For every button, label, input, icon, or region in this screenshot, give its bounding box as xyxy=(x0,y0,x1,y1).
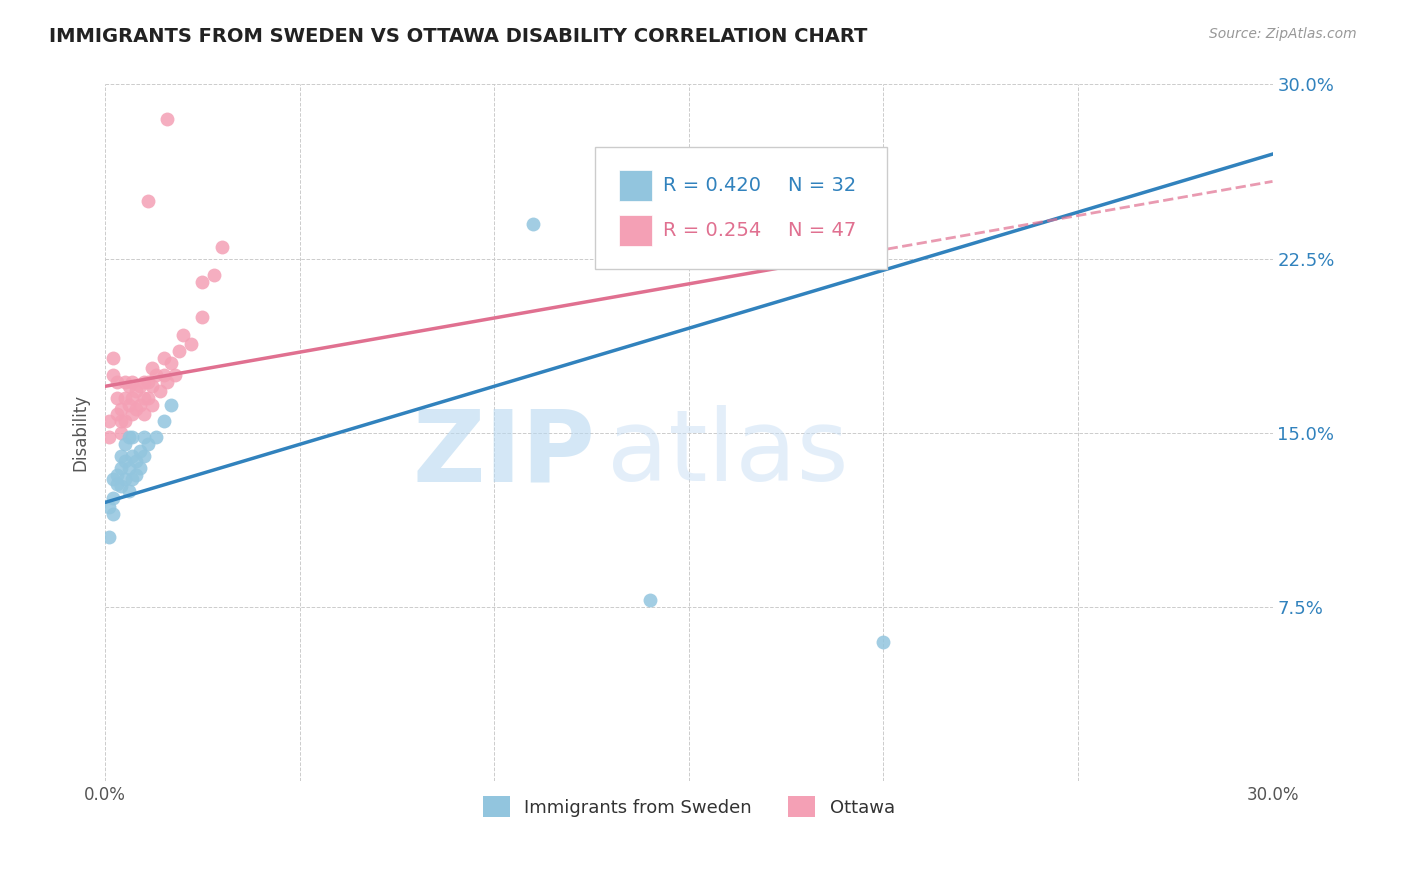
Point xyxy=(101,368,124,382)
Point xyxy=(105,375,128,389)
Point xyxy=(134,391,156,405)
Point xyxy=(110,402,132,417)
Point xyxy=(145,430,167,444)
Point xyxy=(125,384,148,398)
Point xyxy=(125,54,148,69)
Point xyxy=(114,472,136,486)
Point xyxy=(105,407,128,421)
Point xyxy=(172,328,194,343)
Legend: Immigrants from Sweden, Ottawa: Immigrants from Sweden, Ottawa xyxy=(475,789,903,824)
Point xyxy=(129,379,152,393)
Point xyxy=(129,444,152,458)
Point xyxy=(105,391,128,405)
Point xyxy=(522,217,544,231)
Point xyxy=(98,500,121,514)
Point xyxy=(125,402,148,417)
Point xyxy=(121,375,143,389)
Point xyxy=(117,398,139,412)
Point xyxy=(129,398,152,412)
FancyBboxPatch shape xyxy=(596,147,887,269)
Text: N = 47: N = 47 xyxy=(789,221,856,240)
Point xyxy=(156,112,179,127)
Point xyxy=(114,391,136,405)
Point xyxy=(191,310,214,324)
Point xyxy=(101,491,124,505)
Point xyxy=(98,430,121,444)
Point xyxy=(136,375,159,389)
Point xyxy=(110,479,132,493)
Point xyxy=(152,368,174,382)
Point xyxy=(98,414,121,428)
Point xyxy=(152,351,174,366)
Point xyxy=(152,414,174,428)
Point xyxy=(211,240,233,254)
Point xyxy=(136,391,159,405)
Point xyxy=(110,460,132,475)
Point xyxy=(134,407,156,421)
Point xyxy=(98,530,121,544)
Point xyxy=(121,472,143,486)
Point xyxy=(180,337,202,351)
Text: IMMIGRANTS FROM SWEDEN VS OTTAWA DISABILITY CORRELATION CHART: IMMIGRANTS FROM SWEDEN VS OTTAWA DISABIL… xyxy=(49,27,868,45)
FancyBboxPatch shape xyxy=(619,169,651,201)
Text: Source: ZipAtlas.com: Source: ZipAtlas.com xyxy=(1209,27,1357,41)
Point xyxy=(191,275,214,289)
Point xyxy=(114,375,136,389)
Point xyxy=(105,467,128,482)
Point xyxy=(121,449,143,463)
Point xyxy=(110,414,132,428)
Point xyxy=(117,430,139,444)
Point xyxy=(134,375,156,389)
Point xyxy=(125,453,148,467)
Point xyxy=(141,398,163,412)
Text: N = 32: N = 32 xyxy=(789,176,856,195)
Point xyxy=(149,384,172,398)
Point xyxy=(110,425,132,440)
Y-axis label: Disability: Disability xyxy=(72,394,89,471)
Point xyxy=(114,437,136,451)
Point xyxy=(117,483,139,498)
Point xyxy=(114,453,136,467)
Point xyxy=(167,344,190,359)
Point xyxy=(141,360,163,375)
Point xyxy=(160,356,183,370)
Point xyxy=(121,430,143,444)
Text: R = 0.420: R = 0.420 xyxy=(664,176,761,195)
Point xyxy=(136,437,159,451)
Point xyxy=(117,460,139,475)
Point xyxy=(145,368,167,382)
Point xyxy=(638,593,661,607)
Point xyxy=(141,379,163,393)
Point xyxy=(105,476,128,491)
Point xyxy=(101,351,124,366)
Point xyxy=(202,268,225,282)
Point xyxy=(117,379,139,393)
Point xyxy=(101,472,124,486)
Text: atlas: atlas xyxy=(607,405,849,502)
Point xyxy=(160,398,183,412)
Point xyxy=(156,375,179,389)
Text: ZIP: ZIP xyxy=(412,405,596,502)
Point xyxy=(121,407,143,421)
Point xyxy=(134,449,156,463)
FancyBboxPatch shape xyxy=(619,215,651,246)
Point xyxy=(872,634,894,648)
Point xyxy=(121,391,143,405)
Point xyxy=(114,414,136,428)
Point xyxy=(101,507,124,521)
Point xyxy=(110,449,132,463)
Point xyxy=(165,368,187,382)
Point xyxy=(125,467,148,482)
Point xyxy=(136,194,159,208)
Text: R = 0.254: R = 0.254 xyxy=(664,221,762,240)
Point xyxy=(129,460,152,475)
Point xyxy=(134,430,156,444)
